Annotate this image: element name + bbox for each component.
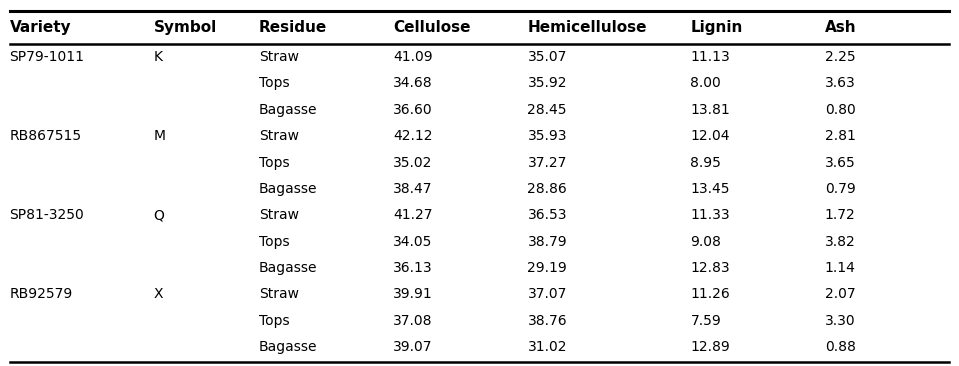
Text: Bagasse: Bagasse (259, 261, 317, 275)
Text: 38.76: 38.76 (527, 314, 567, 328)
Text: 11.26: 11.26 (690, 287, 730, 301)
Text: 1.72: 1.72 (825, 208, 855, 222)
Text: 1.14: 1.14 (825, 261, 855, 275)
Text: 2.81: 2.81 (825, 129, 855, 143)
Text: 12.04: 12.04 (690, 129, 730, 143)
Text: M: M (153, 129, 166, 143)
Text: 8.95: 8.95 (690, 156, 721, 169)
Text: 8.00: 8.00 (690, 76, 721, 90)
Text: 3.65: 3.65 (825, 156, 855, 169)
Text: 36.53: 36.53 (527, 208, 567, 222)
Text: 0.80: 0.80 (825, 103, 855, 117)
Text: Straw: Straw (259, 287, 299, 301)
Text: 7.59: 7.59 (690, 314, 721, 328)
Text: RB867515: RB867515 (10, 129, 82, 143)
Text: 34.05: 34.05 (393, 235, 433, 249)
Text: 41.27: 41.27 (393, 208, 433, 222)
Text: SP79-1011: SP79-1011 (10, 50, 84, 64)
Text: Tops: Tops (259, 235, 290, 249)
Text: 11.33: 11.33 (690, 208, 730, 222)
Text: 39.07: 39.07 (393, 340, 433, 354)
Text: 29.19: 29.19 (527, 261, 567, 275)
Text: Ash: Ash (825, 20, 856, 35)
Text: 36.60: 36.60 (393, 103, 433, 117)
Text: K: K (153, 50, 162, 64)
Text: Tops: Tops (259, 314, 290, 328)
Text: Tops: Tops (259, 76, 290, 90)
Text: 0.79: 0.79 (825, 182, 855, 196)
Text: Cellulose: Cellulose (393, 20, 471, 35)
Text: Hemicellulose: Hemicellulose (527, 20, 647, 35)
Text: Q: Q (153, 208, 164, 222)
Text: Bagasse: Bagasse (259, 103, 317, 117)
Text: 34.68: 34.68 (393, 76, 433, 90)
Text: 37.08: 37.08 (393, 314, 433, 328)
Text: 12.83: 12.83 (690, 261, 730, 275)
Text: Bagasse: Bagasse (259, 340, 317, 354)
Text: 9.08: 9.08 (690, 235, 721, 249)
Text: 28.86: 28.86 (527, 182, 567, 196)
Text: Straw: Straw (259, 129, 299, 143)
Text: 35.02: 35.02 (393, 156, 433, 169)
Text: 0.88: 0.88 (825, 340, 855, 354)
Text: 2.25: 2.25 (825, 50, 855, 64)
Text: 38.79: 38.79 (527, 235, 567, 249)
Text: Straw: Straw (259, 208, 299, 222)
Text: 36.13: 36.13 (393, 261, 433, 275)
Text: Lignin: Lignin (690, 20, 743, 35)
Text: 38.47: 38.47 (393, 182, 433, 196)
Text: Residue: Residue (259, 20, 327, 35)
Text: Symbol: Symbol (153, 20, 217, 35)
Text: 39.91: 39.91 (393, 287, 433, 301)
Text: 28.45: 28.45 (527, 103, 567, 117)
Text: 13.81: 13.81 (690, 103, 730, 117)
Text: 11.13: 11.13 (690, 50, 730, 64)
Text: Variety: Variety (10, 20, 71, 35)
Text: Bagasse: Bagasse (259, 182, 317, 196)
Text: 31.02: 31.02 (527, 340, 567, 354)
Text: 37.07: 37.07 (527, 287, 567, 301)
Text: 2.07: 2.07 (825, 287, 855, 301)
Text: Straw: Straw (259, 50, 299, 64)
Text: Tops: Tops (259, 156, 290, 169)
Text: 35.93: 35.93 (527, 129, 567, 143)
Text: 35.07: 35.07 (527, 50, 567, 64)
Text: 13.45: 13.45 (690, 182, 730, 196)
Text: RB92579: RB92579 (10, 287, 73, 301)
Text: 41.09: 41.09 (393, 50, 433, 64)
Text: 3.63: 3.63 (825, 76, 855, 90)
Text: 3.30: 3.30 (825, 314, 855, 328)
Text: X: X (153, 287, 163, 301)
Text: 42.12: 42.12 (393, 129, 433, 143)
Text: 35.92: 35.92 (527, 76, 567, 90)
Text: SP81-3250: SP81-3250 (10, 208, 84, 222)
Text: 3.82: 3.82 (825, 235, 855, 249)
Text: 37.27: 37.27 (527, 156, 567, 169)
Text: 12.89: 12.89 (690, 340, 730, 354)
